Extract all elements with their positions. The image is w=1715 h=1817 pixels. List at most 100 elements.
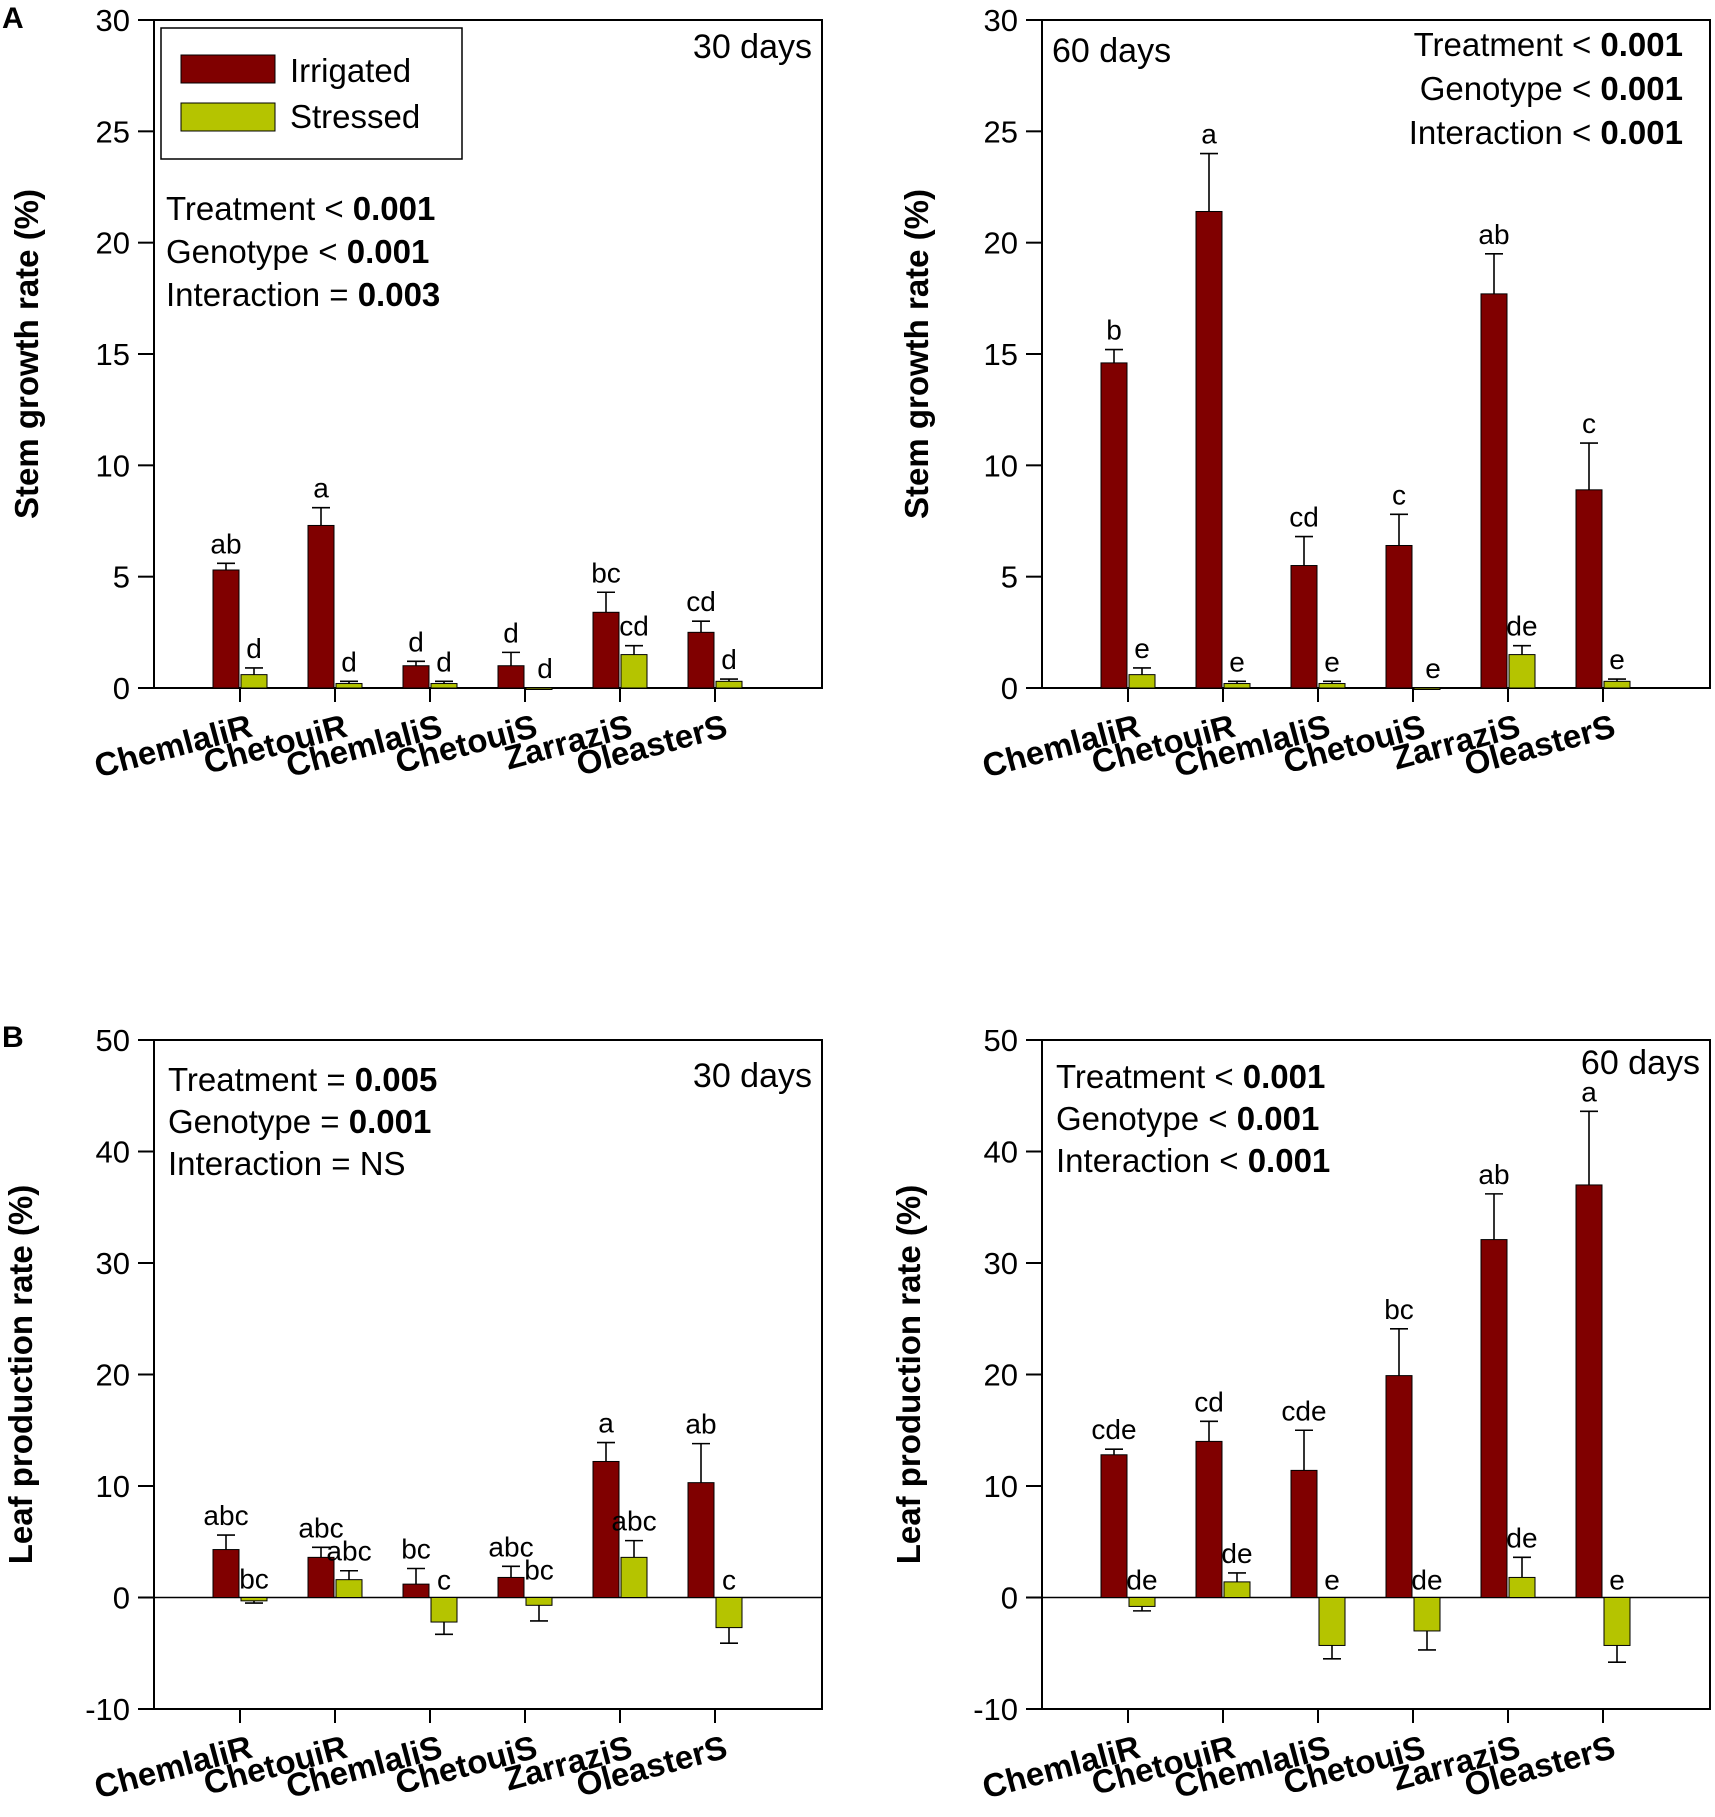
bar: [1318, 683, 1346, 689]
y-tick-label: -10: [85, 1692, 130, 1727]
significance-label: d: [341, 646, 357, 677]
significance-label: cde: [1091, 1414, 1136, 1445]
bar: [525, 1597, 553, 1606]
bar: [402, 665, 430, 689]
stats-label: Genotype =: [168, 1103, 349, 1140]
stats-annotation: Interaction < 0.001: [1056, 1142, 1330, 1179]
bar: [620, 1556, 648, 1598]
bar: [1195, 1440, 1223, 1599]
stats-annotation: Interaction < 0.001: [1409, 114, 1683, 151]
significance-label: b: [1106, 315, 1122, 346]
y-tick-label: 20: [96, 226, 130, 261]
bar: [1385, 544, 1413, 689]
bar: [335, 683, 363, 689]
legend-box: [160, 27, 463, 160]
significance-label: bc: [401, 1534, 431, 1565]
y-tick-label: 0: [113, 1581, 130, 1616]
bar: [525, 687, 553, 690]
significance-label: de: [1506, 611, 1537, 642]
bar: [1100, 362, 1128, 689]
y-tick-label: 10: [984, 1469, 1018, 1504]
bar: [1128, 1597, 1156, 1607]
stats-annotation: Treatment < 0.001: [166, 190, 435, 227]
chart-leaf-60-days: -10 0 10 20 30 40 50 Leaf production rate (%) cd…: [890, 1023, 1711, 1806]
legend: Irrigated Stressed: [160, 27, 463, 160]
y-tick-label: 20: [984, 226, 1018, 261]
significance-label: a: [598, 1408, 614, 1439]
significance-label: cd: [1194, 1386, 1224, 1417]
bar: [1480, 293, 1508, 689]
y-tick-label: 25: [96, 114, 130, 149]
y-tick-label: 30: [96, 1246, 130, 1281]
stats-value: 0.001: [349, 1103, 432, 1140]
significance-label: c: [722, 1565, 736, 1596]
significance-label: d: [436, 646, 452, 677]
chart-title: 60 days: [1581, 1044, 1700, 1082]
significance-label: d: [721, 644, 737, 675]
significance-label: cd: [619, 611, 649, 642]
stats-label: Genotype <: [166, 233, 347, 270]
bar: [687, 1482, 715, 1599]
significance-label: e: [1425, 653, 1441, 684]
significance-label: e: [1609, 1565, 1625, 1596]
bar: [1290, 1469, 1318, 1599]
y-tick-label: 0: [1001, 1581, 1018, 1616]
stats-label: Interaction <: [1056, 1142, 1248, 1179]
y-tick-label: 10: [984, 448, 1018, 483]
significance-label: ab: [685, 1409, 716, 1440]
bar: [497, 665, 525, 689]
significance-label: de: [1126, 1565, 1157, 1596]
stats-label: Interaction = NS: [168, 1145, 406, 1182]
significance-label: d: [246, 633, 262, 664]
y-tick-label: 20: [984, 1358, 1018, 1393]
stats-annotation: Interaction = 0.003: [166, 276, 440, 313]
stats-label: Interaction =: [166, 276, 358, 313]
y-tick-label: 50: [984, 1023, 1018, 1058]
y-tick-label: 30: [984, 1246, 1018, 1281]
chart-stem-60-days: 0 5 10 15 20 25 30 Stem growth rate (%) b a cd c ab c…: [898, 3, 1711, 785]
significance-label: bc: [591, 557, 621, 588]
stats-value: 0.001: [347, 233, 430, 270]
y-tick-label: 25: [984, 114, 1018, 149]
stats-value: 0.001: [1237, 1100, 1320, 1137]
panel-label-a: A: [2, 2, 24, 35]
significance-label: a: [1581, 1076, 1597, 1107]
stats-annotation: Genotype < 0.001: [1420, 70, 1683, 107]
stats-label: Interaction <: [1409, 114, 1601, 151]
significance-label: abc: [298, 1512, 343, 1543]
stats-annotation: Treatment < 0.001: [1056, 1058, 1325, 1095]
stats-annotation: Interaction = NS: [168, 1145, 406, 1182]
legend-label-irrigated: Irrigated: [290, 52, 411, 89]
bar: [1290, 565, 1318, 689]
y-tick-label: 20: [96, 1358, 130, 1393]
y-axis-label: Leaf production rate (%): [890, 1185, 927, 1565]
y-tick-label: 5: [1001, 560, 1018, 595]
stats-value: 0.001: [1600, 70, 1683, 107]
stats-annotation: Treatment = 0.005: [168, 1061, 437, 1098]
significance-label: ab: [1478, 219, 1509, 250]
bar: [1195, 210, 1223, 689]
stats-value: 0.003: [358, 276, 441, 313]
y-tick-label: 40: [96, 1135, 130, 1170]
stats-value: 0.001: [1248, 1142, 1331, 1179]
significance-label: abc: [611, 1506, 656, 1537]
significance-label: bc: [1384, 1294, 1414, 1325]
y-tick-label: -10: [973, 1692, 1018, 1727]
bar: [1223, 683, 1251, 689]
significance-label: e: [1229, 646, 1245, 677]
bar: [212, 569, 240, 689]
bar: [1223, 1581, 1251, 1599]
bar: [687, 631, 715, 689]
significance-label: abc: [326, 1536, 371, 1567]
bar: [430, 1597, 458, 1623]
significance-label: c: [1392, 479, 1406, 510]
y-tick-label: 15: [96, 337, 130, 372]
bar: [1385, 1375, 1413, 1598]
bar: [1480, 1239, 1508, 1598]
significance-label: e: [1134, 633, 1150, 664]
y-axis-label: Stem growth rate (%): [8, 189, 45, 519]
bar: [1128, 674, 1156, 689]
bar: [335, 1579, 363, 1599]
significance-label: e: [1609, 644, 1625, 675]
